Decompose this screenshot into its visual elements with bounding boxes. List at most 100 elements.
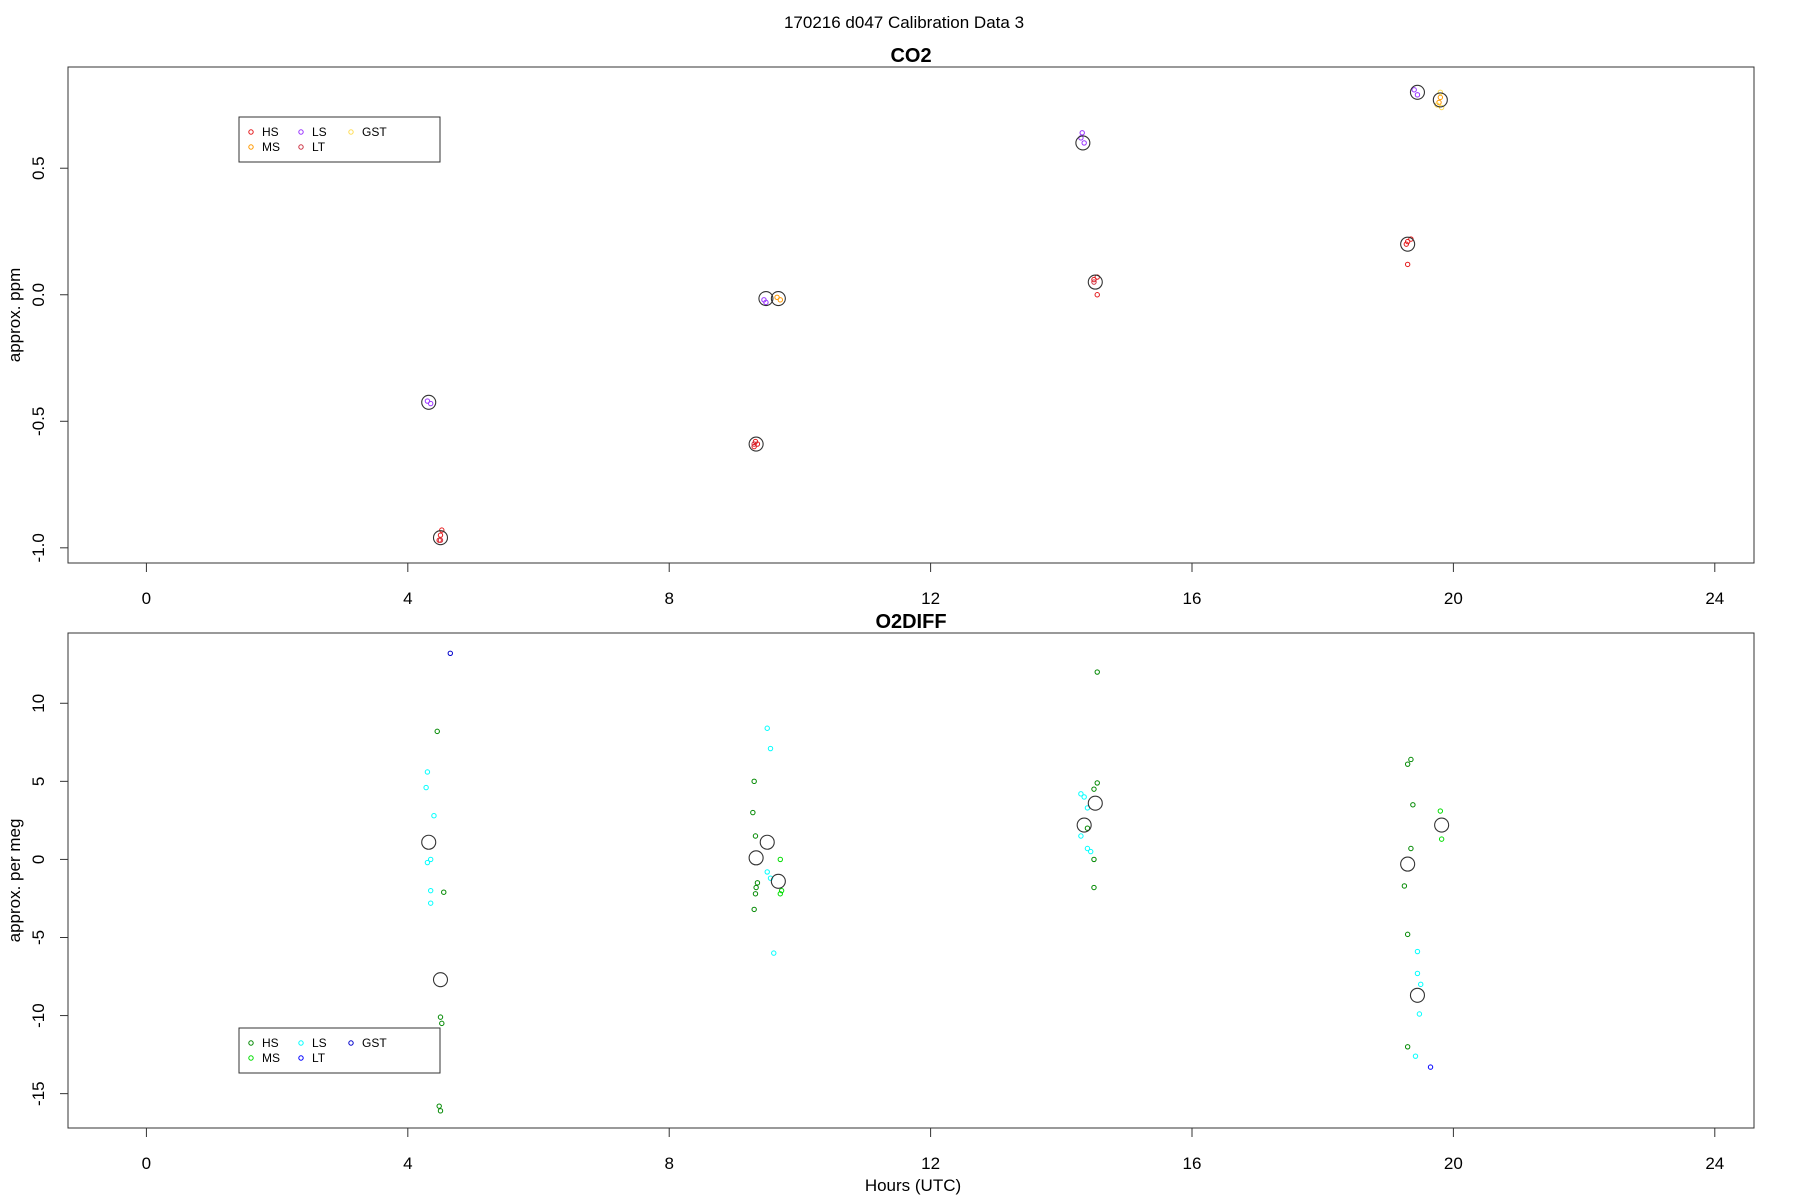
mean-marker — [1087, 795, 1103, 811]
data-point — [777, 856, 784, 863]
data-point — [752, 891, 759, 897]
data-point — [1418, 981, 1424, 988]
legend-marker — [298, 1055, 304, 1061]
panel-title: CO2 — [890, 45, 931, 67]
series-lt — [437, 279, 1097, 543]
mean-marker — [748, 850, 764, 866]
data-point — [1404, 931, 1411, 938]
data-point — [424, 769, 431, 775]
series-hs — [436, 236, 1414, 543]
data-point — [753, 884, 759, 891]
legend-marker — [348, 129, 354, 135]
series-ls — [423, 725, 1424, 1059]
data-point — [1094, 780, 1100, 786]
y-tick-label: -1.0 — [29, 533, 48, 562]
data-point — [427, 856, 434, 863]
x-tick-label: 0 — [142, 1154, 151, 1173]
data-point — [437, 1108, 444, 1114]
data-point — [1091, 884, 1097, 891]
data-point — [1437, 94, 1444, 101]
y-tick-label: 5 — [29, 777, 48, 786]
data-point — [1091, 276, 1097, 283]
data-point — [427, 400, 434, 407]
mean-marker — [759, 834, 775, 850]
x-tick-label: 4 — [403, 589, 412, 608]
data-point — [424, 398, 431, 404]
y-tick-label: 10 — [29, 694, 48, 713]
data-point — [1437, 808, 1444, 814]
data-point — [447, 650, 453, 656]
data-point — [1404, 261, 1411, 268]
data-point — [1091, 786, 1097, 792]
y-axis-label: approx. per meg — [5, 819, 24, 943]
series-ms — [777, 808, 1445, 897]
data-point — [777, 297, 784, 303]
x-axis-label: Hours (UTC) — [865, 1176, 961, 1195]
mean-marker — [1076, 817, 1092, 833]
data-point — [437, 1014, 444, 1020]
data-point — [1081, 794, 1087, 800]
legend-marker — [248, 1055, 254, 1061]
x-tick-label: 12 — [921, 589, 940, 608]
legend-marker — [298, 129, 304, 135]
y-tick-label: -15 — [29, 1081, 48, 1106]
x-tick-label: 24 — [1705, 589, 1724, 608]
legend-marker — [248, 1040, 254, 1046]
mean-marker — [432, 972, 449, 988]
data-point — [754, 880, 761, 886]
data-point — [436, 1103, 442, 1109]
data-point — [1416, 1011, 1423, 1017]
mean-marker — [1075, 135, 1091, 151]
data-point — [1078, 791, 1084, 797]
legend-label: GST — [362, 125, 387, 139]
data-point — [1094, 669, 1100, 675]
legend-box — [238, 1027, 441, 1074]
series-mean — [421, 795, 1450, 1003]
data-point — [1404, 1044, 1411, 1050]
co2-panel: CO2 0 4 8 12 16 20 24 -1.0 -0.5 0.0 0.5 approx. ppm H… — [5, 45, 1755, 608]
data-point — [1403, 241, 1410, 247]
data-point — [767, 745, 774, 752]
data-point — [767, 875, 774, 881]
mean-marker — [770, 291, 786, 307]
data-point — [1437, 89, 1444, 96]
series-hs — [434, 669, 1416, 1114]
legend-box — [238, 116, 441, 163]
y-tick-label: 0.5 — [29, 156, 48, 180]
mean-marker — [758, 291, 774, 307]
data-point — [1078, 833, 1084, 839]
data-point — [1438, 104, 1445, 111]
data-point — [1079, 130, 1085, 136]
data-point — [1414, 92, 1421, 98]
data-point — [1084, 845, 1091, 852]
legend-label: LT — [312, 1051, 326, 1065]
x-tick-label: 16 — [1183, 589, 1202, 608]
data-point — [751, 443, 757, 450]
data-point — [1084, 825, 1091, 831]
data-point — [1091, 279, 1097, 285]
legend-label: HS — [262, 1036, 279, 1050]
x-tick-label: 8 — [664, 1154, 673, 1173]
mean-marker — [1434, 817, 1450, 833]
data-point — [431, 812, 437, 819]
data-point — [764, 869, 770, 875]
legend-label: HS — [262, 125, 279, 139]
data-point — [750, 809, 756, 816]
data-point — [1414, 970, 1421, 977]
data-point — [1427, 1064, 1434, 1070]
data-point — [752, 833, 759, 839]
data-point — [764, 725, 770, 731]
legend-marker — [298, 144, 304, 150]
series-lt — [1427, 1064, 1434, 1070]
x-tick-label: 4 — [403, 1154, 412, 1173]
legend-marker — [248, 129, 254, 135]
x-tick-label: 20 — [1444, 589, 1463, 608]
x-tick-label: 16 — [1183, 1154, 1202, 1173]
x-tick-label: 24 — [1705, 1154, 1724, 1173]
x-tick-label: 12 — [921, 1154, 940, 1173]
x-tick-label: 20 — [1444, 1154, 1463, 1173]
data-point — [441, 889, 447, 895]
data-point — [1094, 292, 1100, 298]
